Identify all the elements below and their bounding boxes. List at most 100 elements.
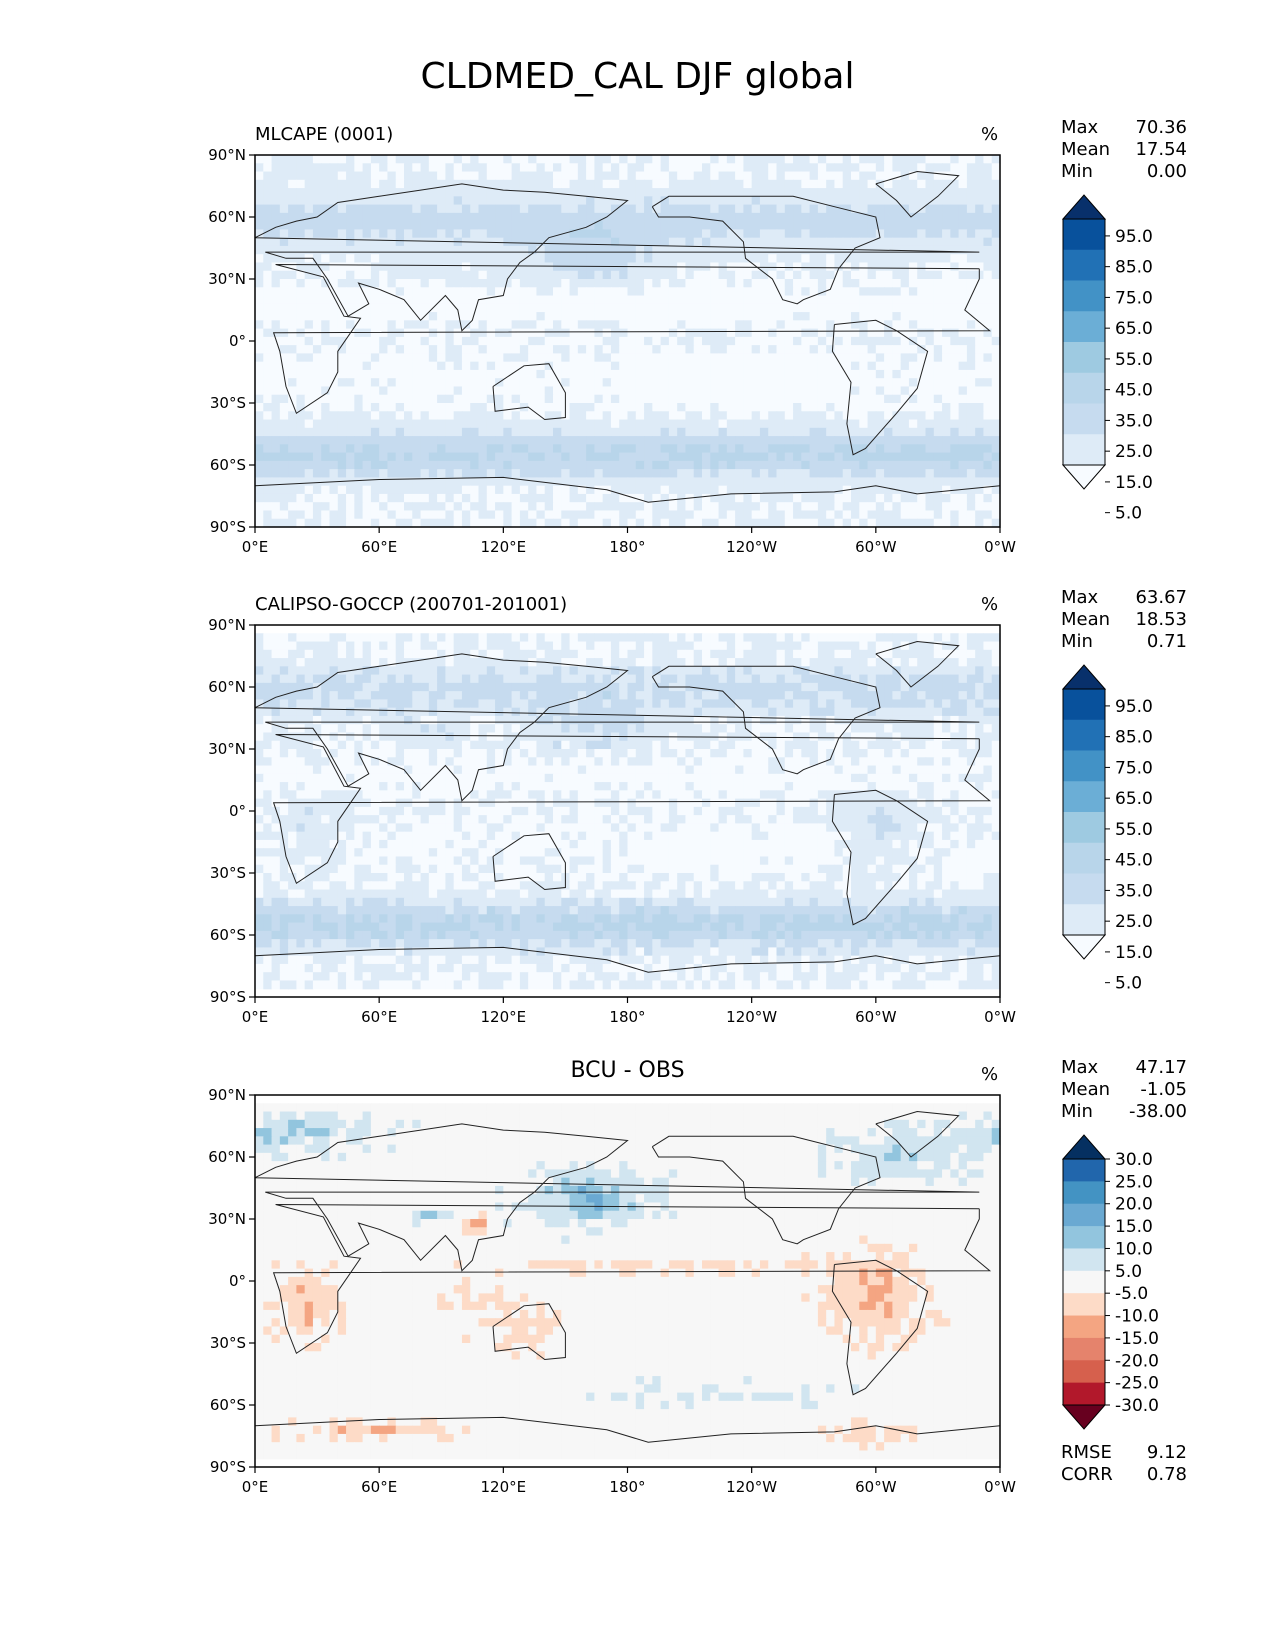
map-cell	[453, 171, 463, 181]
map-cell	[271, 452, 281, 462]
map-cell	[569, 196, 579, 206]
map-cell	[826, 419, 836, 429]
map-cell	[859, 518, 869, 528]
map-cell	[950, 699, 960, 709]
map-cell	[859, 221, 869, 230]
map-cell	[263, 452, 273, 462]
map-cell	[445, 649, 455, 659]
map-cell	[660, 518, 670, 528]
map-cell	[933, 691, 943, 700]
map-cell	[362, 419, 372, 429]
map-cell	[528, 369, 538, 379]
map-cell	[503, 171, 513, 181]
map-cell	[867, 163, 877, 173]
map-cell	[784, 633, 794, 643]
map-cell	[337, 345, 347, 354]
map-cell	[635, 411, 645, 421]
map-cell	[834, 469, 844, 478]
map-cell	[702, 649, 711, 659]
map-cell	[784, 518, 794, 528]
map-cell	[933, 510, 943, 520]
map-cell	[776, 155, 786, 164]
map-cell	[759, 336, 769, 346]
map-cell	[975, 493, 985, 503]
map-cell	[619, 641, 629, 651]
map-cell	[395, 460, 405, 470]
map-cell	[942, 295, 951, 305]
map-cell	[569, 386, 579, 396]
map-cell	[817, 196, 827, 206]
map-cell	[652, 287, 662, 297]
map-cell	[503, 237, 513, 247]
map-cell	[370, 485, 380, 495]
map-cell	[577, 179, 587, 189]
map-cell	[263, 411, 273, 421]
coastline	[651, 195, 881, 305]
map-cell	[561, 204, 571, 214]
map-cell	[288, 674, 297, 684]
map-cell	[892, 394, 902, 404]
map-cell	[759, 155, 769, 164]
map-cell	[751, 674, 761, 684]
map-cell	[594, 633, 604, 643]
map-cell	[768, 649, 778, 659]
map-cell	[900, 262, 910, 272]
map-cell	[710, 155, 720, 164]
map-cell	[751, 361, 761, 371]
map-cell	[420, 369, 430, 379]
map-cell	[875, 477, 885, 487]
map-cell	[966, 196, 976, 206]
map-cell	[321, 649, 331, 659]
map-cell	[577, 262, 587, 272]
map-cell	[453, 188, 463, 197]
colorbar-swatch	[1063, 249, 1105, 281]
map-cell	[933, 403, 943, 412]
map-cell	[519, 212, 529, 222]
map-cell	[586, 493, 595, 503]
map-cell	[486, 386, 496, 396]
map-cell	[685, 237, 695, 247]
map-cell	[594, 212, 604, 222]
map-cell	[966, 477, 976, 487]
map-cell	[867, 469, 877, 478]
map-cell	[718, 386, 728, 396]
map-cell	[255, 502, 264, 512]
map-cell	[470, 477, 480, 487]
map-cell	[966, 469, 976, 478]
map-cell	[420, 510, 430, 520]
map-cell	[478, 403, 488, 412]
map-cell	[461, 444, 471, 454]
map-cell	[983, 221, 993, 230]
map-cell	[859, 460, 869, 470]
map-cell	[453, 245, 463, 255]
map-cell	[379, 262, 389, 272]
map-cell	[619, 345, 629, 354]
map-cell	[304, 444, 314, 454]
map-cell	[685, 295, 695, 305]
map-cell	[950, 196, 960, 206]
map-cell	[685, 179, 695, 189]
map-cell	[569, 312, 579, 321]
map-cell	[271, 287, 281, 297]
map-cell	[933, 518, 943, 528]
map-cell	[288, 221, 297, 230]
map-cell	[544, 444, 554, 454]
map-cell	[503, 312, 513, 321]
map-cell	[917, 279, 927, 288]
map-cell	[726, 196, 736, 206]
map-cell	[354, 691, 364, 700]
map-cell	[867, 345, 877, 354]
map-cell	[751, 666, 761, 676]
colorbar-tick-label: 45.0	[1115, 381, 1153, 401]
map-cell	[801, 279, 811, 288]
map-cell	[255, 427, 264, 437]
map-cell	[586, 179, 595, 189]
map-cell	[404, 245, 413, 255]
map-cell	[743, 179, 753, 189]
map-cell	[859, 386, 869, 396]
map-cell	[594, 674, 604, 684]
map-cell	[726, 270, 736, 280]
map-cell	[602, 699, 612, 709]
map-cell	[726, 245, 736, 255]
map-cell	[735, 419, 744, 429]
